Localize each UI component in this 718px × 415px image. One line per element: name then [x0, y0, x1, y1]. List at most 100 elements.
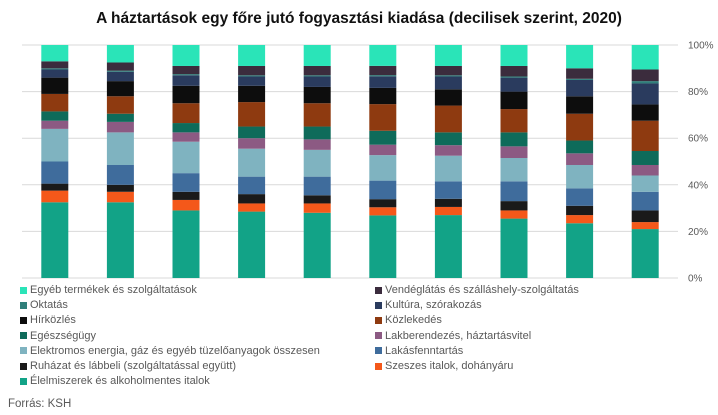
bar-segment [434, 132, 462, 146]
bar-segment [303, 75, 331, 77]
bar-segment [434, 65, 462, 76]
legend-label: Lakberendezés, háztartásvitel [385, 329, 532, 342]
legend-swatch [375, 332, 382, 340]
bar-segment [500, 201, 528, 211]
bar-segment [106, 96, 134, 114]
bar-segment [172, 45, 200, 66]
bar-segment [369, 45, 397, 66]
legend-swatch [375, 362, 382, 370]
bar-segment [500, 181, 528, 202]
legend-swatch [20, 286, 27, 294]
legend-item: Lakásfenntartás [375, 345, 463, 357]
legend-label: Élelmiszerek és alkoholmentes italok [30, 375, 210, 388]
legend-item: Szeszes italok, dohányáru [375, 360, 513, 372]
y-axis-ticks: 0% 20% 40% 60% 80% 100% [688, 41, 714, 285]
bar-segment [172, 65, 200, 75]
bar-segment [106, 45, 134, 63]
bar-segment [566, 78, 594, 80]
bar-stacks [41, 45, 659, 278]
bar-segment [106, 191, 134, 203]
legend-swatch [375, 316, 382, 324]
bar-segment [106, 202, 134, 278]
bar-segment [566, 68, 594, 79]
bar-segment [238, 148, 266, 177]
bar-segment [500, 210, 528, 219]
bar-segment [172, 85, 200, 104]
bar-segment [434, 75, 462, 77]
stacked-bar-chart: 0% 20% 40% 60% 80% 100% [22, 41, 714, 285]
bar-segment [631, 120, 659, 152]
bar-segment [500, 76, 528, 78]
bar-segment [238, 138, 266, 149]
bar-segment [238, 176, 266, 195]
bar-segment [303, 203, 331, 213]
legend-item: Elektromos energia, gáz és egyéb tüzelőa… [20, 345, 320, 357]
legend-swatch [375, 347, 382, 355]
bar-segment [238, 194, 266, 204]
bar-segment [106, 132, 134, 165]
legend-swatch [375, 301, 382, 309]
bar-segment [500, 146, 528, 159]
bar-segment [106, 113, 134, 122]
bar-segment [631, 175, 659, 192]
legend-label: Elektromos energia, gáz és egyéb tüzelőa… [30, 344, 320, 357]
legend-label: Közlekedés [385, 314, 442, 327]
bar-segment [303, 65, 331, 76]
bar-stack [238, 45, 266, 278]
legend-label: Szeszes italok, dohányáru [385, 360, 514, 372]
bar-segment [631, 191, 659, 211]
bar-segment [369, 76, 397, 88]
legend-label: Ruházat és lábbeli (szolgáltatással együ… [30, 360, 237, 372]
bar-segment [303, 139, 331, 150]
y-tick-label: 0% [688, 274, 703, 285]
bar-segment [369, 199, 397, 208]
bar-segment [41, 61, 69, 69]
bar-segment [566, 205, 594, 216]
bar-segment [41, 45, 69, 62]
bar-segment [41, 128, 69, 162]
bar-segment [303, 45, 331, 66]
legend-item: Kultúra, szórakozás [375, 299, 482, 311]
bar-segment [41, 202, 69, 278]
bar-segment [566, 113, 594, 141]
bar-stack [172, 45, 200, 278]
bar-segment [106, 184, 134, 192]
bar-segment [566, 165, 594, 189]
bar-segment [434, 198, 462, 207]
bar-segment [172, 173, 200, 192]
bar-segment [566, 188, 594, 206]
bar-segment [303, 195, 331, 204]
bar-segment [172, 210, 200, 278]
bar-segment [566, 79, 594, 97]
bar-segment [369, 144, 397, 156]
bar-segment [41, 68, 69, 70]
y-tick-label: 40% [688, 180, 708, 191]
bar-segment [434, 155, 462, 182]
bar-segment [41, 183, 69, 191]
bar-segment [303, 126, 331, 140]
bar-segment [172, 132, 200, 142]
bar-segment [566, 153, 594, 165]
bar-segment [303, 176, 331, 196]
bar-segment [303, 76, 331, 87]
bar-segment [238, 85, 266, 103]
bar-segment [41, 190, 69, 203]
bar-stack [106, 45, 134, 278]
bar-segment [41, 93, 69, 112]
legend-swatch [20, 301, 27, 309]
bar-segment [631, 151, 659, 165]
bar-segment [631, 81, 659, 84]
bar-segment [369, 215, 397, 278]
bar-segment [631, 45, 659, 70]
bar-segment [434, 215, 462, 278]
y-tick-label: 100% [688, 41, 714, 52]
bar-segment [500, 91, 528, 110]
bar-segment [566, 223, 594, 278]
bar-segment [566, 215, 594, 224]
bar-segment [369, 75, 397, 77]
bar-segment [238, 75, 266, 77]
bar-segment [369, 65, 397, 76]
y-tick-label: 60% [688, 134, 708, 145]
legend-item: Egészségügy [20, 330, 96, 342]
bar-segment [500, 109, 528, 133]
